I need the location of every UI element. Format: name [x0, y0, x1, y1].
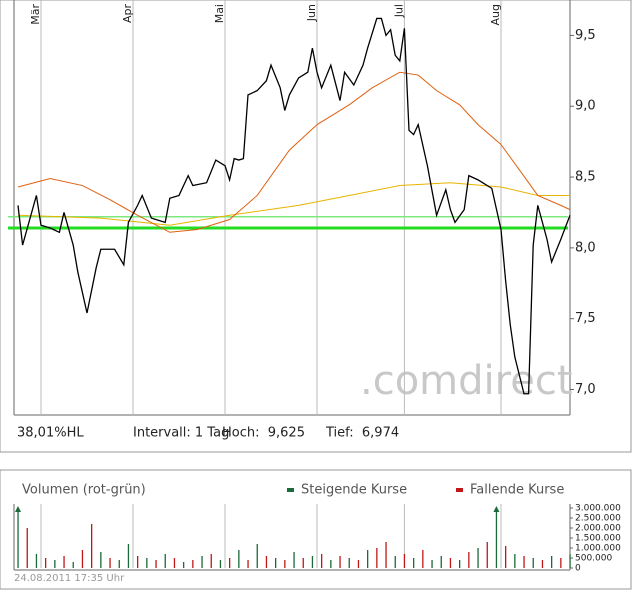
y-tick-label: 2.500.000 [575, 514, 621, 524]
volume-bar [109, 558, 111, 568]
x-tick-label: Mai [213, 4, 226, 23]
y-tick-label: 9,5 [575, 28, 596, 43]
volume-bar [311, 556, 314, 568]
y-tick-label: 1.500.000 [575, 534, 621, 544]
y-tick-label: 9,0 [575, 99, 596, 114]
volume-bar [81, 550, 84, 568]
volume-bar [495, 508, 498, 568]
volume-bar [551, 556, 553, 568]
y-tick-label: 7,5 [575, 311, 596, 326]
volume-bar [367, 550, 369, 568]
volume-bar [440, 556, 442, 568]
info-low: Tief: 6,974 [325, 426, 399, 441]
y-tick-label: 8,0 [575, 240, 596, 255]
volume-bar [505, 546, 507, 568]
volume-bar [127, 544, 130, 568]
volume-bar [284, 560, 286, 568]
volume-bar [275, 558, 277, 568]
volume-bar [357, 560, 360, 568]
volume-bar [477, 548, 479, 568]
volume-bar [560, 558, 562, 568]
volume-bar [330, 560, 332, 568]
volume-bar [468, 552, 470, 568]
info-interval: Intervall: 1 Tag [133, 426, 229, 441]
y-tick-label: 3.000.000 [575, 504, 621, 514]
volume-bar [91, 524, 93, 568]
volume-bar [201, 556, 203, 568]
price-line [17, 17, 571, 395]
volume-title: Volumen (rot-grün) [22, 483, 146, 498]
volume-bar [219, 560, 222, 568]
volume-bar [422, 550, 424, 568]
volume-bar [431, 560, 433, 568]
volume-bar [449, 558, 452, 568]
x-tick-label: Jul [392, 4, 405, 18]
volume-bar [26, 528, 28, 568]
lower-frame [0, 469, 632, 590]
volume-bar [35, 554, 38, 568]
volume-bar [238, 550, 240, 568]
volume-bar [247, 560, 249, 568]
x-tick-label: Mär [29, 4, 42, 25]
volume-bar [541, 560, 544, 568]
legend-label: Fallende Kurse [470, 483, 564, 498]
volume-bar [523, 556, 525, 568]
y-tick-label: 1.000.000 [575, 544, 621, 554]
y-tick-label: 2.000.000 [575, 524, 621, 534]
volume-bar [376, 548, 378, 568]
volume-bar [394, 556, 396, 568]
price-line [17, 71, 571, 233]
volume-bar [173, 558, 176, 568]
volume-bar [164, 554, 166, 568]
volume-bar [118, 560, 120, 568]
volume-bar [486, 542, 488, 568]
volume-bar [137, 556, 139, 568]
y-tick-label: 0 [575, 564, 581, 574]
x-tick-label: Apr [121, 4, 134, 24]
overflow-arrow [15, 506, 21, 512]
y-tick-label: 7,0 [575, 382, 596, 397]
legend-label: Steigende Kurse [301, 483, 407, 498]
volume-bar [265, 556, 268, 568]
volume-bar [532, 558, 534, 568]
y-tick-label: 500.000 [575, 554, 612, 564]
price-line [17, 182, 570, 226]
x-tick-label: Aug [489, 4, 502, 25]
volume-bar [210, 554, 212, 568]
volume-bar [146, 558, 148, 568]
volume-bar [183, 562, 185, 568]
volume-bar [256, 544, 258, 568]
volume-bar [413, 558, 415, 568]
volume-bar [72, 562, 74, 568]
info-hl: 38,01%HL [17, 426, 84, 441]
volume-bar [459, 560, 461, 568]
volume-bar [302, 558, 304, 568]
volume-bar [63, 556, 65, 568]
overflow-arrow [493, 506, 500, 512]
volume-bar [229, 558, 231, 568]
volume-bar [348, 558, 350, 568]
x-tick-label: Jun [305, 4, 318, 22]
legend-swatch [456, 488, 463, 492]
timestamp: 24.08.2011 17:35 Uhr [14, 573, 125, 584]
upper-frame [0, 0, 632, 453]
volume-bar [339, 556, 341, 568]
volume-bar [403, 554, 406, 568]
volume-bar [192, 560, 194, 568]
volume-bar [100, 552, 102, 568]
info-high: Hoch: 9,625 [222, 426, 305, 441]
legend-swatch [287, 488, 294, 492]
volume-bar [569, 554, 571, 568]
watermark: .comdirect [360, 358, 573, 404]
volume-bar [54, 560, 56, 568]
y-tick-label: 8,5 [575, 170, 596, 185]
volume-bar [514, 554, 516, 568]
volume-bar [293, 552, 295, 568]
volume-bar [385, 542, 387, 568]
volume-bar [17, 508, 19, 568]
volume-bar [45, 558, 47, 568]
volume-bar [155, 560, 157, 568]
volume-bar [321, 554, 323, 568]
